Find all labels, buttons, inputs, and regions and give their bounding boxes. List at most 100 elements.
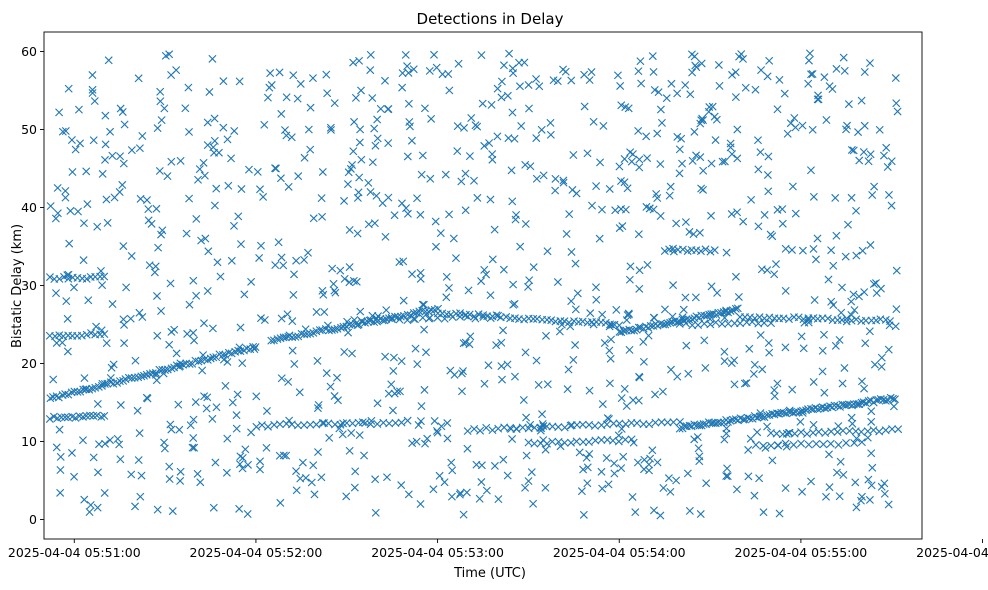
- detection-point: [101, 439, 110, 448]
- detection-point: [585, 76, 594, 85]
- detection-point: [176, 476, 185, 485]
- detection-point: [605, 184, 614, 193]
- detection-point: [203, 287, 212, 296]
- detection-point: [715, 81, 724, 90]
- detection-point: [419, 300, 428, 309]
- detection-point: [736, 414, 745, 423]
- detection-point: [196, 478, 205, 487]
- detection-point: [564, 318, 573, 327]
- detection-point: [852, 434, 861, 443]
- detection-point: [543, 380, 552, 389]
- detection-point: [486, 314, 495, 323]
- detection-point: [529, 499, 538, 508]
- detection-point: [740, 379, 749, 388]
- detection-point: [296, 79, 305, 88]
- detection-point: [290, 360, 299, 369]
- detection-point: [397, 357, 406, 366]
- detection-point: [720, 435, 729, 444]
- detection-point: [399, 296, 408, 305]
- detection-point: [656, 211, 665, 220]
- detection-point: [82, 330, 91, 339]
- detection-point: [688, 68, 697, 77]
- detection-point: [342, 492, 351, 501]
- detection-point: [127, 470, 136, 479]
- detection-point: [842, 125, 851, 134]
- detection-point: [541, 445, 550, 454]
- detection-point: [447, 458, 456, 467]
- detection-point: [488, 255, 497, 264]
- detection-point: [295, 388, 304, 397]
- detection-point: [758, 365, 767, 374]
- detection-point: [64, 390, 73, 399]
- detection-point: [857, 377, 866, 386]
- detection-point: [53, 209, 62, 218]
- detection-point: [272, 164, 280, 173]
- detection-point: [508, 197, 517, 206]
- detection-point: [567, 247, 576, 256]
- detection-point: [521, 160, 530, 169]
- detection-point: [653, 458, 662, 467]
- detection-point: [77, 331, 86, 340]
- detection-point: [691, 61, 700, 70]
- detection-point: [256, 465, 265, 474]
- detection-point: [860, 68, 869, 76]
- detection-point: [401, 50, 410, 59]
- detection-point: [798, 487, 807, 496]
- detection-point: [249, 342, 258, 351]
- detection-point: [345, 446, 354, 455]
- detection-point: [797, 332, 806, 341]
- detection-point: [859, 148, 868, 156]
- detection-point: [493, 84, 502, 93]
- detection-point: [448, 312, 457, 321]
- detection-point: [417, 402, 426, 411]
- detection-point: [666, 365, 675, 374]
- detection-point: [569, 355, 578, 364]
- detection-point: [695, 421, 704, 430]
- detection-point: [425, 313, 434, 322]
- detection-point: [67, 448, 76, 457]
- detection-point: [458, 387, 466, 396]
- detection-point: [323, 89, 332, 98]
- detection-point: [306, 103, 315, 112]
- detection-point: [247, 277, 256, 286]
- detection-point: [819, 330, 828, 339]
- detection-point: [732, 485, 741, 494]
- detection-point: [349, 58, 358, 67]
- detection-point: [279, 451, 288, 460]
- detection-point: [56, 488, 65, 497]
- detection-point: [614, 437, 623, 446]
- detection-point: [106, 436, 114, 445]
- detection-point: [763, 411, 771, 420]
- detection-point: [617, 394, 626, 403]
- detection-point: [621, 205, 630, 214]
- detection-point: [203, 141, 212, 150]
- detection-point: [340, 196, 349, 205]
- detection-point: [770, 270, 779, 279]
- detection-point: [355, 173, 364, 182]
- detection-point: [826, 439, 835, 448]
- detection-point: [658, 387, 667, 396]
- detection-point: [764, 339, 773, 347]
- detection-point: [690, 127, 699, 136]
- detection-point: [596, 158, 605, 167]
- detection-point: [421, 307, 430, 316]
- detection-point: [348, 349, 356, 358]
- detection-point: [813, 95, 822, 104]
- detection-point: [610, 469, 619, 478]
- detection-point: [55, 274, 64, 283]
- detection-point: [763, 422, 772, 431]
- detection-point: [765, 56, 774, 65]
- detection-point: [665, 245, 674, 254]
- detection-point: [235, 504, 244, 513]
- detection-point: [167, 327, 176, 336]
- detection-point: [707, 211, 716, 220]
- detection-point: [80, 374, 89, 383]
- detection-point: [656, 511, 665, 520]
- detection-point: [214, 148, 223, 157]
- detection-point: [463, 427, 472, 436]
- detection-point: [526, 162, 535, 171]
- detection-point: [430, 50, 439, 59]
- detection-point: [79, 256, 88, 265]
- detection-point: [102, 339, 111, 348]
- detection-point: [127, 251, 136, 260]
